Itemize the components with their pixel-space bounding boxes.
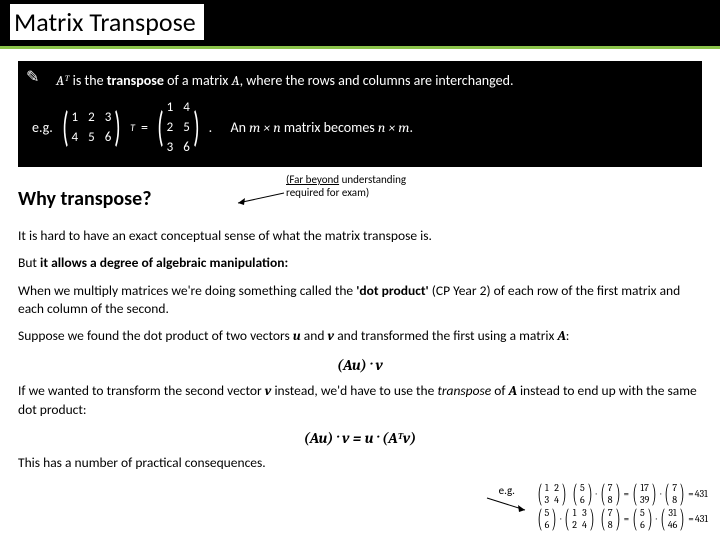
text: of [491,382,508,399]
text: is the [70,72,107,89]
equals-sign: = [141,118,148,138]
text: . [409,119,413,136]
matrix-a: A [509,384,517,399]
cell: 6 [105,129,112,147]
cell: 3 [105,109,112,127]
text-bold: it allows a degree of algebraic manipula… [40,254,288,271]
definition-line-1: Aᵀ is the transpose of a matrix A, where… [56,71,688,91]
text: , where the rows and columns are interch… [240,72,514,89]
text: If we wanted to transform the second vec… [18,382,265,399]
cell: 1 [72,109,79,127]
page-title: Matrix Transpose [10,4,204,40]
cell: 4 [72,129,79,147]
cell: 3 [167,139,174,157]
mxn-symbol: m × n [249,119,281,136]
text-bold: 'dot product' [356,282,429,299]
vector: (1739) [630,482,659,506]
matrix-a: A [557,329,565,344]
note-text: required for exam) [286,186,369,199]
matrix-output: ( 14 25 36 ) [154,99,203,158]
equals: = [623,488,629,500]
paragraph-1a: It is hard to have an exact conceptual s… [18,227,702,245]
cell: 4 [183,99,190,117]
cell: 1 [167,99,174,117]
vector: (78) [598,507,623,531]
vector: (56) [630,507,655,531]
text-bold: transpose [107,72,164,89]
equals: = [688,513,694,525]
example-block: e.g. (1234) (56) · (78) = (1739) · (78) … [535,482,708,532]
cell: 5 [88,129,95,147]
dot: · [596,488,597,500]
cell: 2 [167,119,174,137]
text: matrix becomes [281,119,378,136]
definition-line-2: e.g. ( 123 456 ) T = ( 14 25 36 ) . An m… [32,99,688,158]
equals: = [688,488,694,500]
dot: · [660,488,661,500]
example-row-1: (1234) (56) · (78) = (1739) · (78) = 431 [535,482,708,506]
paragraph-2: When we multiply matrices we're doing so… [18,282,702,318]
text-italic: transpose [437,382,491,399]
cell: 6 [183,139,190,157]
matrix-a-symbol: A [232,72,240,89]
cell: 5 [183,119,190,137]
vector: (3146) [658,507,688,531]
a-transpose-symbol: Aᵀ [56,72,70,89]
exam-note: (Far beyond understanding required for e… [286,173,406,199]
period: . [209,118,213,138]
matrix: (1234) [535,482,569,506]
vector: (78) [662,482,687,506]
cell: 2 [88,109,95,127]
text: instead, we'd have to use the [271,382,437,399]
paragraph-1b: But it allows a degree of algebraic mani… [18,254,702,272]
nxm-symbol: n × m [378,119,410,136]
eg-label: e.g. [32,118,53,138]
title-bar: Matrix Transpose [0,0,720,49]
equals: = [624,513,630,525]
dot: · [560,513,561,525]
body-content: It is hard to have an exact conceptual s… [18,227,702,472]
transpose-superscript: T [130,121,135,135]
text: When we multiply matrices we're doing so… [18,282,356,299]
answer: 431 [695,513,708,525]
text: of a matrix [164,72,232,89]
note-underlined: (Far beyond [286,173,339,186]
arrow-icon [236,191,286,207]
why-heading: Why transpose? [18,187,151,211]
vector: (56) [570,482,595,506]
paragraph-5: This has a number of practical consequen… [18,454,702,472]
text: But [18,254,40,271]
example-row-2: (56) · (1324) (78) = (56) · (3146) = 431 [535,507,708,531]
answer: 431 [695,488,708,500]
matrix-input: ( 123 456 ) [59,109,124,147]
text: An [231,119,250,136]
pencil-icon: ✎ [26,67,39,89]
paragraph-3: Suppose we found the dot product of two … [18,327,702,346]
text: and transformed the first using a matrix [334,327,557,344]
text: : [566,327,570,344]
why-row: Why transpose? (Far beyond understanding… [18,173,702,223]
paragraph-4: If we wanted to transform the second vec… [18,382,702,419]
matrix: (1324) [562,507,597,531]
arrow-icon [485,496,529,514]
dot: · [656,513,657,525]
vector-u: u [293,329,301,344]
text: and [301,327,328,344]
text: Suppose we found the dot product of two … [18,327,293,344]
note-text: understanding [339,173,406,186]
definition-box: ✎ Aᵀ is the transpose of a matrix A, whe… [18,61,702,167]
vector: (56) [535,507,560,531]
formula-1: (Au) · v [18,355,702,375]
formula-2: (Au) · v = u · (Aᵀv) [18,428,702,448]
vector: (78) [598,482,623,506]
